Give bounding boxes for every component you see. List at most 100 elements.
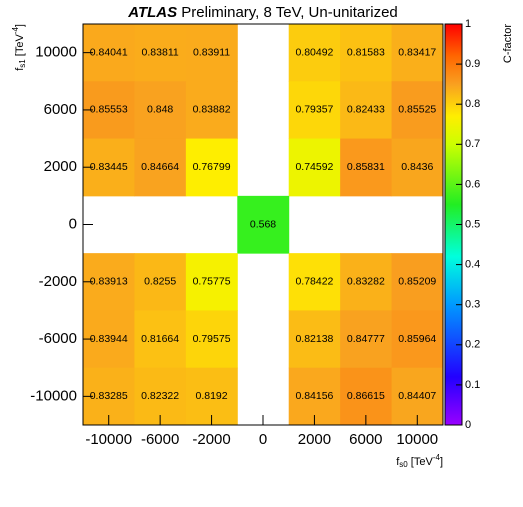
- y-tick-label: -2000: [39, 273, 77, 290]
- cell-label: 0.848: [147, 104, 173, 116]
- cell-label: 0.85831: [347, 161, 385, 173]
- cell-label: 0.85553: [90, 104, 128, 116]
- cell: [288, 253, 341, 311]
- cell: [237, 195, 290, 254]
- cell-label: 0.83417: [398, 46, 436, 58]
- cell: [185, 81, 238, 140]
- cell: [288, 24, 341, 82]
- cell-label: 0.83911: [193, 46, 230, 58]
- cell: [340, 253, 393, 311]
- cell-label: 0.75775: [193, 276, 231, 288]
- experiment: ATLAS: [127, 4, 177, 21]
- y-tick-label: -6000: [39, 330, 77, 347]
- cell: [288, 138, 341, 197]
- x-tick-label: 6000: [349, 431, 382, 448]
- cell: [134, 24, 187, 82]
- cell-label: 0.81583: [347, 46, 385, 58]
- x-tick-label: 2000: [298, 431, 331, 448]
- cell: [340, 310, 393, 369]
- colorbar-tick-label: 0.8: [465, 98, 480, 110]
- cell-label: 0.8255: [144, 276, 176, 288]
- colorbar-tick-label: 1: [465, 18, 471, 30]
- label-part: f: [396, 456, 400, 468]
- cell-label: 0.8436: [401, 161, 433, 173]
- cell-label: 0.83285: [90, 390, 128, 402]
- label-part: s1: [18, 59, 27, 68]
- cell: [185, 24, 238, 82]
- label-part: -4: [433, 453, 441, 462]
- label-part: f: [14, 67, 26, 71]
- colorbar-tick-label: 0.9: [465, 58, 480, 70]
- y-axis-label: fs1 [TeV-4]: [11, 24, 27, 71]
- cell: [391, 253, 444, 311]
- cell-label: 0.81664: [141, 333, 179, 345]
- cell-label: 0.83882: [193, 104, 231, 116]
- cell-label: 0.76799: [193, 161, 231, 173]
- colorbar-tick-label: 0.3: [465, 299, 480, 311]
- cell-label: 0.84156: [295, 390, 333, 402]
- cell: [288, 81, 341, 140]
- x-tick-label: -6000: [141, 431, 179, 448]
- colorbar-tick-label: 0.4: [465, 259, 480, 271]
- y-tick-label: -10000: [30, 387, 77, 404]
- label-part: s0: [399, 460, 408, 469]
- cell: [340, 81, 393, 140]
- cell-label: 0.82433: [347, 104, 385, 116]
- cell: [391, 310, 444, 369]
- y-tick-label: 10000: [35, 44, 77, 61]
- colorbar-tick-label: 0.7: [465, 138, 480, 150]
- label-part: ]: [14, 24, 26, 27]
- y-tick-label: 0: [69, 215, 77, 232]
- cell-label: 0.85209: [398, 276, 436, 288]
- chart-title: ATLAS Preliminary, 8 TeV, Un-unitarized: [127, 4, 398, 21]
- title: Preliminary, 8 TeV, Un-unitarized: [181, 4, 398, 21]
- cell-label: 0.84041: [90, 46, 128, 58]
- label-part: ]: [440, 456, 443, 468]
- cell-label: 0.78422: [295, 276, 333, 288]
- cell: [185, 253, 238, 311]
- x-tick-label: 10000: [396, 431, 438, 448]
- cell-label: 0.84777: [347, 333, 385, 345]
- label-part: [TeV: [408, 456, 434, 468]
- cell-label: 0.79575: [193, 333, 231, 345]
- cell: [185, 138, 238, 197]
- cell: [391, 24, 444, 82]
- cell-label: 0.83811: [142, 46, 179, 58]
- x-axis-label: fs0 [TeV-4]: [396, 453, 443, 469]
- cell-label: 0.83944: [90, 333, 128, 345]
- cell-label: 0.86615: [347, 390, 385, 402]
- cell: [134, 138, 187, 197]
- cell-label: 0.8192: [196, 390, 228, 402]
- cell: [185, 310, 238, 369]
- x-tick-label: -2000: [192, 431, 230, 448]
- cell-label: 0.82322: [141, 390, 179, 402]
- y-tick-label: 6000: [44, 101, 77, 118]
- cell: [288, 310, 341, 369]
- colorbar-tick-label: 0.5: [465, 218, 480, 230]
- colorbar-tick-label: 0: [465, 419, 471, 431]
- cell: [134, 253, 187, 311]
- cell: [340, 24, 393, 82]
- cell-label: 0.568: [250, 218, 276, 230]
- cell-label: 0.82138: [295, 333, 333, 345]
- y-tick-label: 2000: [44, 158, 77, 175]
- cell: [134, 81, 187, 140]
- cell-label: 0.80492: [295, 46, 333, 58]
- cell-label: 0.85525: [398, 104, 436, 116]
- cell-label: 0.84664: [141, 161, 179, 173]
- colorbar-tick-label: 0.6: [465, 178, 480, 190]
- cell-label: 0.85964: [398, 333, 436, 345]
- cell-label: 0.83913: [90, 276, 128, 288]
- cell-label: 0.74592: [295, 161, 333, 173]
- cell-label: 0.83282: [347, 276, 385, 288]
- x-tick-label: -10000: [85, 431, 132, 448]
- colorbar-label: C-factor: [502, 24, 514, 63]
- label-part: -4: [11, 27, 20, 35]
- cell: [340, 138, 393, 197]
- cell-label: 0.83445: [90, 161, 128, 173]
- colorbar-tick-label: 0.2: [465, 339, 480, 351]
- label-part: [TeV: [14, 34, 26, 60]
- colorbar-tick-label: 0.1: [465, 379, 480, 391]
- cell: [391, 81, 444, 140]
